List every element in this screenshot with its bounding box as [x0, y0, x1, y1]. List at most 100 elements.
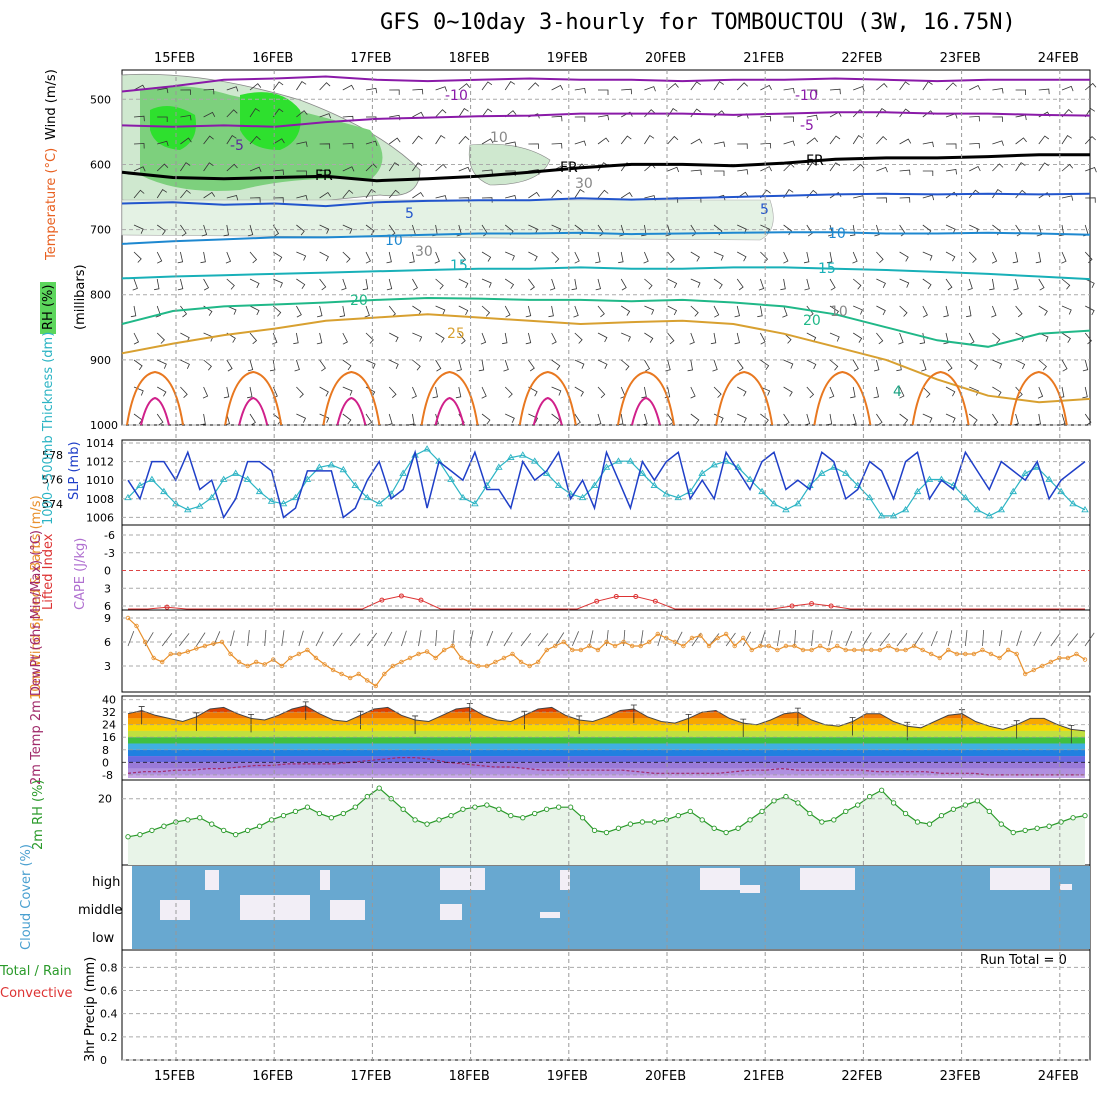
wind10m-barb	[196, 632, 206, 647]
wind-speed-point	[621, 639, 626, 645]
wind-barb	[1038, 305, 1048, 316]
date-label-top: 23FEB	[940, 51, 981, 66]
wind-barb	[803, 251, 810, 264]
wind-barb	[342, 84, 355, 91]
wind-speed-point	[134, 623, 139, 629]
contour-label-rh: 10	[830, 304, 848, 320]
wind-barb	[644, 359, 651, 372]
wind-speed-point	[903, 647, 908, 653]
wind-barb	[945, 413, 956, 423]
isotherm-20	[121, 296, 1091, 348]
wind-barb	[574, 189, 585, 199]
wind-barb	[597, 114, 610, 121]
wind-barb	[737, 386, 747, 397]
pressure-tick-label: 600	[90, 158, 111, 171]
wind-barb	[133, 115, 145, 122]
temp-band	[128, 749, 1085, 757]
wind-barb	[898, 332, 904, 345]
wind-barb	[342, 413, 352, 425]
temp-bands	[128, 705, 1085, 778]
li-tick-label: 6	[104, 600, 111, 613]
wind-barb	[387, 413, 393, 426]
wind10m-barb	[657, 630, 663, 647]
wind-speed-point	[1048, 659, 1054, 665]
wind-speed-point	[365, 678, 370, 683]
wind-speed-point	[723, 631, 729, 637]
wind10m-barb	[383, 631, 393, 647]
thickness-point	[447, 475, 455, 482]
wind-barb	[528, 251, 538, 262]
wind-barb	[595, 413, 602, 426]
wind-speed-point	[228, 651, 233, 657]
wind-barb	[922, 305, 928, 318]
thickness-point	[710, 461, 718, 468]
wind-barb	[922, 81, 933, 91]
temp-tick-label: 24	[102, 719, 116, 732]
precip-tick-label: 0.6	[100, 985, 118, 998]
wind-speed-point	[911, 643, 917, 649]
wind-barb	[736, 82, 748, 91]
wind-speed-point	[612, 643, 618, 649]
date-label-bottom: 19FEB	[547, 1069, 588, 1084]
contour-label-freezing: FR	[315, 168, 333, 184]
wind-barb	[294, 359, 300, 372]
wind-barb	[458, 305, 469, 316]
wind-speed-point	[1040, 663, 1045, 669]
diurnal-contour	[1009, 370, 1068, 426]
wind-speed-point	[356, 671, 361, 677]
cloud-clear-cell	[240, 895, 310, 920]
wind-barb	[412, 191, 424, 199]
wind-speed-point	[920, 647, 925, 653]
wind-barb	[505, 141, 517, 147]
wind-barb	[388, 162, 400, 172]
wind-speed-point	[416, 651, 421, 657]
pressure-tick-label: 500	[90, 93, 111, 106]
contour-label-rh: 30	[575, 176, 593, 192]
rh-point	[508, 812, 514, 819]
rh-point	[185, 817, 191, 823]
wind-barb	[319, 386, 329, 397]
wind-barb	[1015, 114, 1027, 121]
wind-barb	[156, 332, 165, 344]
thickness-point	[985, 512, 994, 519]
rh-point	[962, 802, 969, 808]
wind10m-barb	[230, 630, 235, 647]
wind-barb	[922, 194, 935, 201]
wind-barb	[713, 386, 722, 398]
wind-barb	[1082, 386, 1088, 399]
temp-minmax-bar	[302, 701, 309, 720]
wind-speed-point	[194, 646, 199, 651]
wind-barb	[133, 359, 143, 371]
wind-barb	[1061, 305, 1072, 315]
wind-barb	[667, 83, 679, 91]
rh-point	[867, 793, 873, 800]
wind-barb	[249, 305, 260, 316]
wind-barb	[223, 386, 230, 399]
contour-label-temp: 10	[385, 233, 403, 249]
wind-speed-point	[886, 643, 891, 649]
wind-barb	[432, 386, 438, 399]
wind-barb	[1015, 359, 1026, 370]
wind-barb	[226, 135, 237, 145]
wind-speed-point	[647, 639, 652, 645]
wind-barb	[874, 224, 880, 237]
wind-barb	[388, 305, 396, 318]
wind10m-barb	[1050, 632, 1061, 647]
wind-barb	[435, 163, 447, 172]
wind-barb	[249, 166, 262, 172]
wind-barb	[714, 170, 725, 176]
date-label-bottom: 21FEB	[743, 1069, 784, 1084]
wind-barb	[899, 81, 910, 91]
thickness-point	[602, 463, 611, 470]
wind10m-barb	[1016, 630, 1022, 647]
wind-barb	[319, 413, 330, 423]
date-label-bottom: 16FEB	[252, 1069, 293, 1084]
wind-barb	[386, 251, 392, 264]
wind-barb	[272, 81, 284, 91]
wind-barb	[1059, 413, 1066, 426]
wind-barb	[365, 189, 376, 199]
wind-barb	[1035, 413, 1041, 426]
wind-barb	[876, 166, 888, 173]
rh-point	[890, 800, 897, 806]
date-label-top: 20FEB	[645, 51, 686, 66]
